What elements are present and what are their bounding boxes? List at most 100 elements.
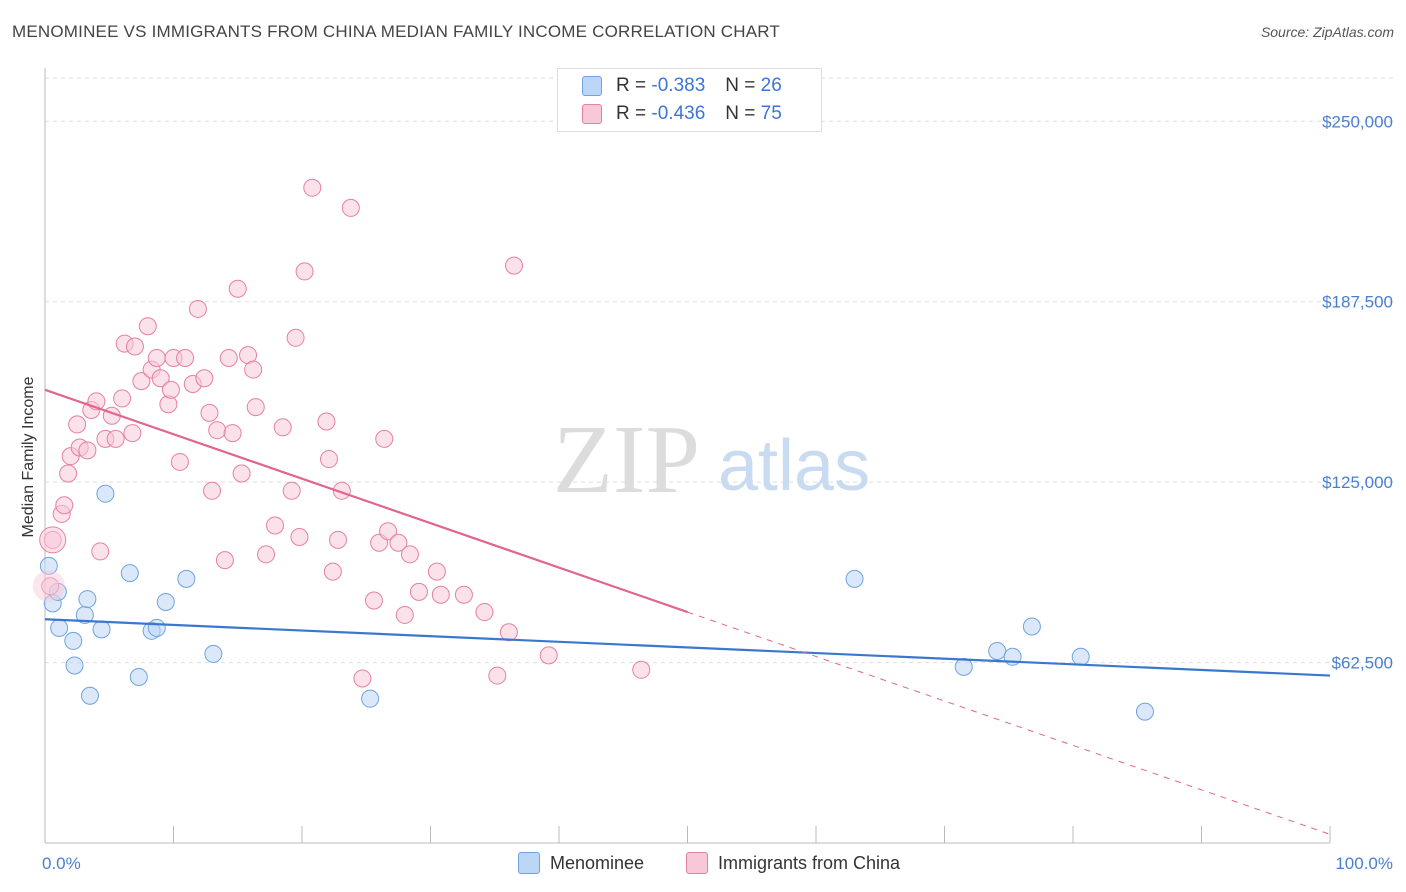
legend-n-label: N = bbox=[725, 103, 756, 124]
menominee-point bbox=[65, 656, 84, 675]
x-tick-label: 100.0% bbox=[1335, 854, 1393, 873]
china-point bbox=[223, 424, 242, 443]
bottom-legend-menominee[interactable]: Menominee bbox=[518, 852, 644, 874]
china-point bbox=[323, 562, 342, 581]
legend-r-value-china: -0.436 bbox=[651, 103, 706, 124]
china-point bbox=[400, 545, 419, 564]
axes bbox=[44, 68, 1331, 844]
china-point bbox=[113, 389, 132, 408]
china-point bbox=[328, 530, 347, 549]
china-point-large bbox=[32, 570, 65, 603]
china-point bbox=[632, 660, 651, 679]
bottom-legend-label-china: Immigrants from China bbox=[718, 852, 901, 873]
china-point bbox=[295, 262, 314, 281]
china-point bbox=[170, 452, 189, 471]
data-points bbox=[32, 178, 1154, 721]
china-point bbox=[290, 528, 309, 546]
china-point bbox=[454, 585, 473, 604]
menominee-point bbox=[1022, 617, 1041, 636]
y-axis-label: Median Family Income bbox=[20, 376, 37, 537]
menominee-point bbox=[96, 484, 115, 503]
china-point bbox=[409, 582, 428, 601]
china-point bbox=[353, 669, 372, 688]
china-point bbox=[431, 585, 450, 604]
china-point bbox=[232, 464, 251, 483]
watermark-zip: ZIP bbox=[553, 406, 700, 514]
legend-r-label: R = bbox=[616, 103, 647, 124]
china-point bbox=[488, 666, 507, 685]
china-point bbox=[78, 441, 97, 460]
bottom-legend-swatch-china bbox=[686, 852, 708, 874]
menominee-point bbox=[204, 644, 223, 663]
china-point bbox=[389, 533, 408, 552]
china-point bbox=[228, 279, 247, 298]
menominee-point bbox=[147, 618, 166, 637]
china-trend-line bbox=[44, 388, 688, 614]
menominee-point bbox=[177, 569, 196, 588]
menominee-point bbox=[1071, 647, 1090, 666]
china-point bbox=[317, 412, 336, 431]
china-point bbox=[379, 522, 398, 541]
menominee-point bbox=[120, 564, 139, 583]
bottom-legend-swatch-menominee bbox=[518, 852, 540, 874]
menominee-point bbox=[129, 668, 148, 687]
china-point bbox=[55, 496, 74, 515]
china-point bbox=[147, 349, 166, 368]
china-point bbox=[375, 429, 394, 448]
legend: R = -0.383 N = 26 R = -0.436 N = 75 bbox=[557, 68, 822, 132]
china-point bbox=[200, 403, 219, 422]
china-point bbox=[91, 542, 110, 561]
legend-n-value-china: 75 bbox=[760, 103, 782, 124]
china-point bbox=[364, 591, 383, 610]
china-point bbox=[215, 551, 234, 570]
bottom-legend-label-menominee: Menominee bbox=[550, 852, 645, 873]
china-point bbox=[123, 424, 142, 443]
china-point bbox=[341, 198, 360, 217]
china-point bbox=[266, 516, 285, 535]
legend-n-label: N = bbox=[725, 75, 756, 96]
china-point bbox=[427, 562, 446, 581]
legend-r-label: R = bbox=[616, 75, 647, 96]
y-tick-label: $62,500 bbox=[1332, 654, 1393, 673]
china-point bbox=[132, 372, 151, 391]
china-point bbox=[208, 421, 227, 440]
source-label: Source: ZipAtlas.com bbox=[1260, 24, 1394, 40]
menominee-point bbox=[156, 592, 175, 611]
menominee-point bbox=[845, 569, 864, 588]
y-tick-label: $187,500 bbox=[1322, 293, 1393, 312]
legend-swatch-menominee bbox=[582, 76, 602, 96]
china-point bbox=[195, 369, 214, 388]
china-point bbox=[257, 545, 276, 564]
menominee-point bbox=[988, 642, 1007, 661]
china-point bbox=[505, 256, 524, 275]
china-point bbox=[59, 464, 78, 483]
bottom-legend-china[interactable]: Immigrants from China bbox=[686, 852, 900, 874]
watermark-atlas: atlas bbox=[718, 426, 870, 506]
china-point bbox=[539, 646, 558, 665]
legend-row-menominee: R = -0.383 N = 26 bbox=[582, 72, 782, 100]
china-point bbox=[188, 299, 207, 318]
china-point bbox=[151, 369, 170, 388]
menominee-point bbox=[954, 657, 973, 676]
china-point bbox=[395, 605, 414, 624]
menominee-point bbox=[64, 631, 83, 650]
china-point bbox=[219, 349, 238, 368]
menominee-point bbox=[39, 556, 58, 575]
legend-row-china: R = -0.436 N = 75 bbox=[582, 100, 782, 128]
menominee-point bbox=[50, 618, 69, 637]
china-point bbox=[499, 623, 518, 642]
china-point bbox=[282, 481, 301, 500]
china-point bbox=[68, 415, 87, 434]
chart-title: MENOMINEE VS IMMIGRANTS FROM CHINA MEDIA… bbox=[12, 22, 781, 41]
menominee-point bbox=[361, 689, 380, 708]
china-trend-line-dashed bbox=[687, 611, 1331, 835]
legend-r-value-menominee: -0.383 bbox=[651, 75, 706, 96]
china-point bbox=[244, 360, 263, 379]
china-point bbox=[319, 450, 338, 469]
menominee-point bbox=[78, 590, 97, 609]
menominee-trend-line bbox=[44, 618, 1331, 677]
china-point bbox=[203, 481, 222, 500]
china-point bbox=[41, 577, 60, 596]
y-tick-label: $250,000 bbox=[1322, 112, 1393, 131]
